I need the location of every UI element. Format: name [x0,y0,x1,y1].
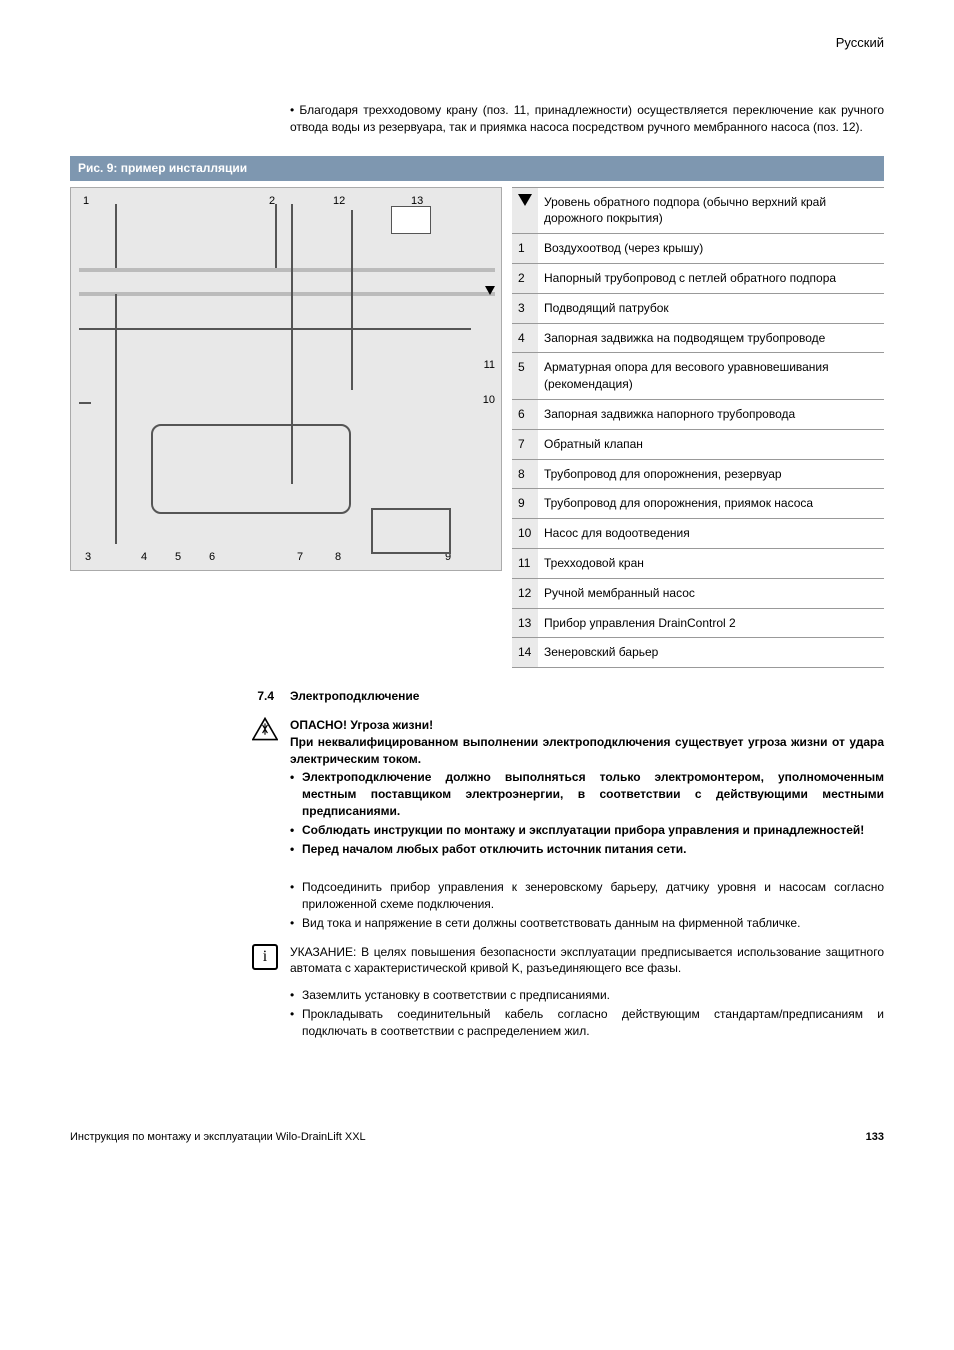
legend-row: 8Трубопровод для опорожнения, резервуар [512,459,884,489]
danger-icon [252,717,280,746]
diagram-label: 4 [141,550,147,565]
legend-row: 13Прибор управления DrainControl 2 [512,608,884,638]
legend-text: Ручной мембранный насос [538,578,884,608]
legend-text: Прибор управления DrainControl 2 [538,608,884,638]
danger-bullets: Электроподключение должно выполняться то… [290,769,884,857]
list-item: Перед началом любых работ отключить исто… [290,841,884,858]
legend-row: 2Напорный трубопровод с петлей обратного… [512,263,884,293]
legend-row: 4Запорная задвижка на подводящем трубопр… [512,323,884,353]
footer-page-number: 133 [866,1130,884,1145]
danger-heading: ОПАСНО! Угроза жизни! [290,717,884,734]
legend-num: 9 [512,489,538,519]
legend-text: Трубопровод для опорожнения, резервуар [538,459,884,489]
legend-table: Уровень обратного подпора (обычно верхни… [512,187,884,669]
diagram-label: 11 [484,358,495,373]
legend-text: Трубопровод для опорожнения, приямок нас… [538,489,884,519]
intro-block: Благодаря трехходовому крану (поз. 11, п… [290,102,884,136]
legend-num: 7 [512,429,538,459]
list-item: Электроподключение должно выполняться то… [290,769,884,819]
section-number: 7.4 [70,688,290,705]
legend-text: Арматурная опора для весового уравновеши… [538,353,884,400]
legend-text: Воздухоотвод (через крышу) [538,234,884,264]
list-item: Вид тока и напряжение в сети должны соот… [290,915,884,932]
legend-row: 11Трехходовой кран [512,548,884,578]
legend-row: 1Воздухоотвод (через крышу) [512,234,884,264]
diagram-label: 1 [83,194,89,209]
legend-num: 3 [512,293,538,323]
legend-num: 14 [512,638,538,668]
footer-doc-title: Инструкция по монтажу и эксплуатации Wil… [70,1130,366,1145]
legend-text: Трехходовой кран [538,548,884,578]
diagram-label: 3 [85,550,91,565]
legend-num: 6 [512,399,538,429]
legend-num: 2 [512,263,538,293]
legend-text: Обратный клапан [538,429,884,459]
legend-row: 14Зенеровский барьер [512,638,884,668]
page-footer: Инструкция по монтажу и эксплуатации Wil… [70,1130,884,1145]
legend-num: 8 [512,459,538,489]
list-item: Прокладывать соединительный кабель согла… [290,1006,884,1040]
installation-diagram: 1 2 12 13 11 10 3 4 5 6 7 8 9 [70,187,502,571]
legend-row: 5Арматурная опора для весового уравновеш… [512,353,884,400]
legend-row: Уровень обратного подпора (обычно верхни… [512,187,884,234]
legend-text: Уровень обратного подпора (обычно верхни… [538,187,884,234]
legend-row: 7Обратный клапан [512,429,884,459]
list-item: Соблюдать инструкции по монтажу и эксплу… [290,822,884,839]
diagram-label: 8 [335,550,341,565]
legend-num [512,187,538,234]
legend-num: 1 [512,234,538,264]
legend-num: 5 [512,353,538,400]
legend-num: 4 [512,323,538,353]
legend-text: Запорная задвижка на подводящем трубопро… [538,323,884,353]
figure-row: 1 2 12 13 11 10 3 4 5 6 7 8 9 Уровень об… [70,187,884,669]
legend-text: Подводящий патрубок [538,293,884,323]
instruction-bullets-2: Заземлить установку в соответствии с пре… [290,987,884,1039]
instruction-bullets-1: Подсоединить прибор управления к зенеров… [290,879,884,931]
intro-bullet: Благодаря трехходовому крану (поз. 11, п… [290,102,884,136]
diagram-label: 7 [297,550,303,565]
legend-num: 12 [512,578,538,608]
legend-text: Насос для водоотведения [538,519,884,549]
triangle-icon [518,194,532,206]
legend-text: Зенеровский барьер [538,638,884,668]
legend-row: 3Подводящий патрубок [512,293,884,323]
diagram-label: 12 [333,194,345,209]
figure-title-bar: Рис. 9: пример инсталляции [70,156,884,181]
legend-row: 10Насос для водоотведения [512,519,884,549]
list-item: Заземлить установку в соответствии с пре… [290,987,884,1004]
legend-text: Напорный трубопровод с петлей обратного … [538,263,884,293]
diagram-label: 6 [209,550,215,565]
legend-num: 11 [512,548,538,578]
legend-row: 12Ручной мембранный насос [512,578,884,608]
info-note: УКАЗАНИЕ: В целях повышения безопасности… [290,944,884,978]
legend-row: 9Трубопровод для опорожнения, приямок на… [512,489,884,519]
diagram-label: 10 [483,393,495,408]
legend-text: Запорная задвижка напорного трубопровода [538,399,884,429]
legend-row: 6Запорная задвижка напорного трубопровод… [512,399,884,429]
list-item: Подсоединить прибор управления к зенеров… [290,879,884,913]
diagram-label: 5 [175,550,181,565]
legend-num: 13 [512,608,538,638]
legend-num: 10 [512,519,538,549]
language-header: Русский [70,34,884,52]
info-icon: i [252,944,280,970]
danger-paragraph: При неквалифицированном выполнении элект… [290,734,884,768]
section-7-4-header: 7.4 Электроподключение [70,688,884,705]
section-title: Электроподключение [290,688,419,705]
